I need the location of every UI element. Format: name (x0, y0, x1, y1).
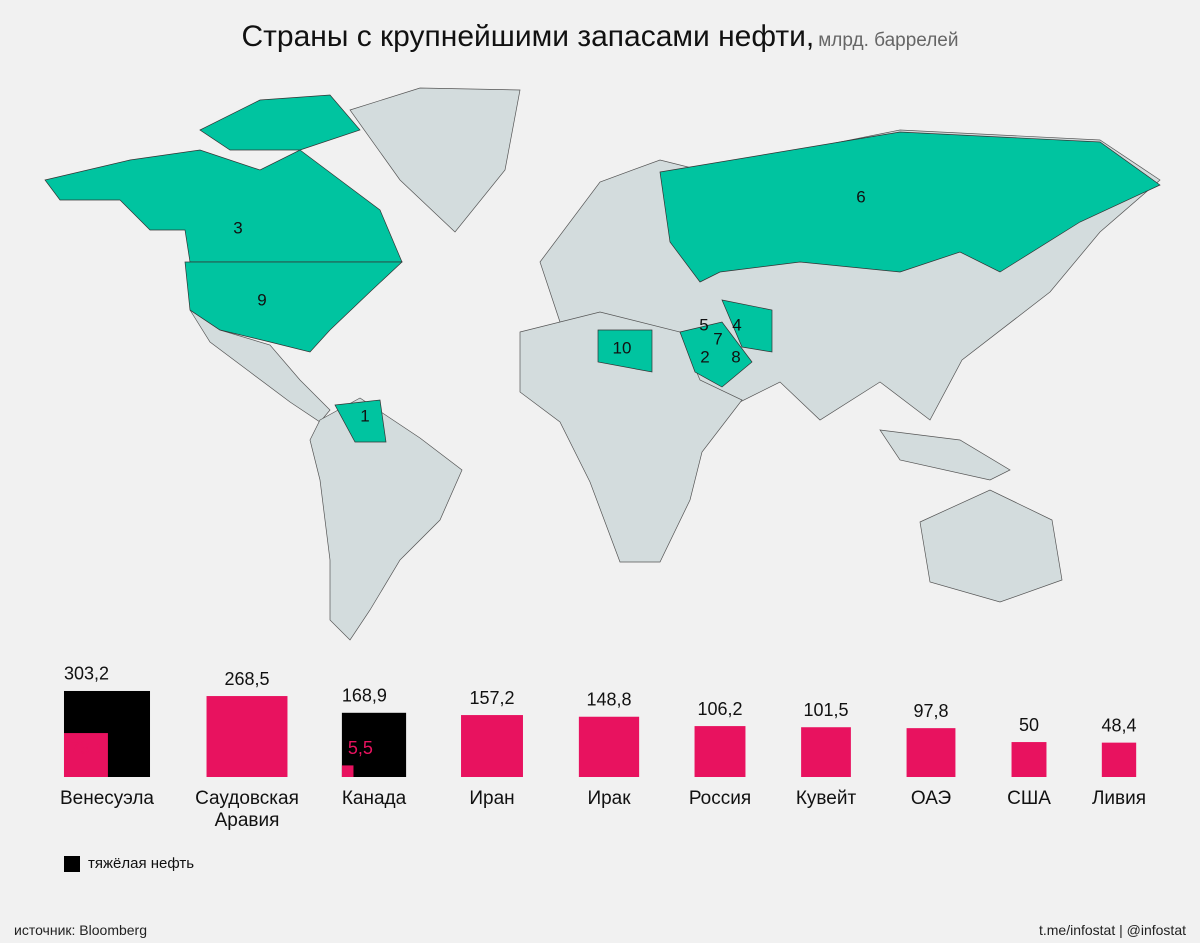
rank-label: 8 (731, 347, 740, 366)
value-label: 148,8 (586, 689, 631, 709)
header: Страны с крупнейшими запасами нефти, млрд… (0, 20, 1200, 54)
world-map: 1 2 3 4 5 6 78 9 10 (44, 87, 1161, 641)
value-label: 157,2 (469, 688, 514, 708)
credit: t.me/infostat | @infostat (1038, 922, 1186, 938)
value-label: 97,8 (913, 701, 948, 721)
category-label: Ливия (1091, 788, 1147, 809)
category-label: США (1007, 788, 1051, 809)
square (1101, 742, 1137, 777)
rank-label: 2 (700, 347, 709, 366)
light-label: 79,1 (70, 738, 105, 758)
square (906, 728, 956, 777)
subtitle: млрд. баррелей (818, 30, 959, 51)
value-label: 48,4 (1101, 715, 1136, 735)
rank-label: 3 (233, 218, 242, 237)
category-label: Венесуэла (59, 788, 155, 809)
rank-label: 5 (699, 315, 708, 334)
category-label: Саудовская Аравия (195, 788, 299, 831)
title: Страны с крупнейшими запасами нефти, (241, 20, 815, 53)
category-label: Кувейт (795, 788, 857, 809)
category-label: Иран (469, 788, 515, 809)
square (1011, 742, 1047, 777)
square (578, 716, 640, 777)
legend-swatch (64, 855, 80, 872)
rank-label: 4 (732, 315, 741, 334)
light-square (341, 765, 354, 777)
legend: тяжёлая нефть (64, 855, 194, 872)
value-label: 101,5 (803, 700, 848, 720)
source: источник: Bloomberg (14, 922, 148, 938)
rank-label: 10 (613, 338, 632, 357)
value-label: 303,2 (64, 664, 109, 684)
rank-label: 6 (856, 187, 865, 206)
value-label: 50 (1019, 715, 1039, 735)
category-label: Россия (688, 788, 752, 809)
light-square (63, 733, 108, 777)
square (206, 696, 288, 777)
square (461, 715, 523, 777)
category-label: Ирак (587, 788, 631, 809)
square (694, 726, 746, 777)
category-label: Канада (341, 788, 407, 809)
value-label: 168,9 (342, 686, 387, 706)
rank-label: 7 (713, 329, 722, 348)
category-label: ОАЭ (910, 788, 952, 809)
rank-label: 1 (360, 406, 369, 425)
highlighted-countries (44, 94, 1161, 443)
value-label: 268,5 (224, 669, 269, 689)
value-label: 106,2 (697, 699, 742, 719)
square (801, 727, 851, 777)
legend-label: тяжёлая нефть (88, 855, 195, 872)
rank-label: 9 (257, 290, 266, 309)
light-label: 5,5 (348, 738, 373, 758)
